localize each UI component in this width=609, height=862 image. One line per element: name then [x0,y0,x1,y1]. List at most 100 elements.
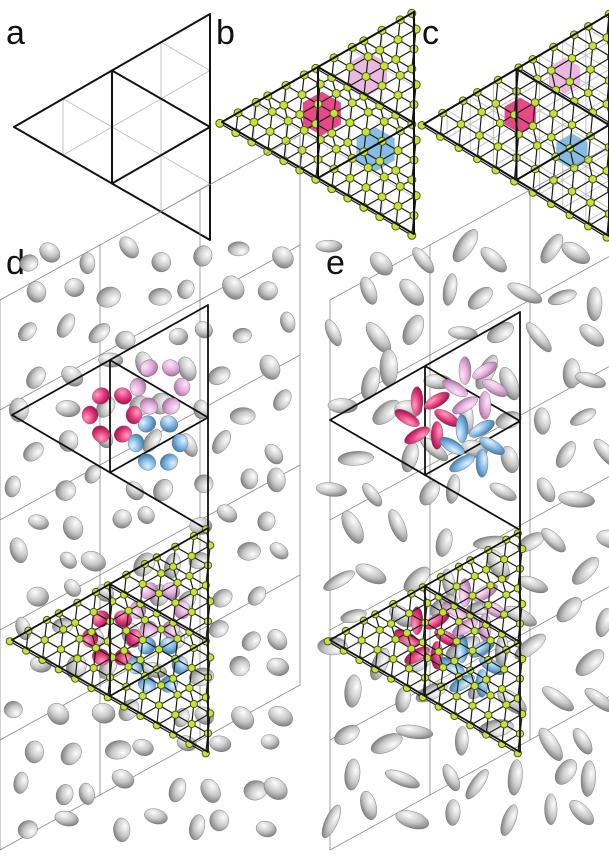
vertex-node [187,551,196,561]
blob [209,735,232,752]
vertex-node [265,127,275,136]
vertex-node [347,98,357,108]
blob [369,252,393,276]
vertex-node [124,606,133,615]
blob [344,674,362,708]
grid-line [539,152,609,195]
vertex-node [345,62,355,72]
vertex-node [495,118,505,128]
blob [489,482,517,501]
blob [127,433,145,453]
vertex-node [565,77,575,87]
vertex-node [379,61,389,71]
blob [257,511,276,532]
vertex-node [375,45,385,55]
vertex-node [299,125,309,135]
blob [514,633,546,660]
vertex-node [187,607,196,617]
blob [480,247,507,273]
blob [259,354,281,380]
vertex-node [547,66,556,75]
vertex-node [59,625,68,634]
blob [200,778,221,803]
blob [360,276,378,305]
blob [334,725,360,745]
blob [360,790,377,821]
blob [455,726,469,756]
vertex-node [171,710,180,719]
vertex-node [567,53,577,63]
vertex-node [343,137,353,147]
blob [446,474,461,504]
blob [23,442,44,462]
blob [232,327,252,344]
blob [467,286,493,310]
vertex-node [468,701,477,710]
blob [231,706,254,730]
blob [264,444,284,465]
blob [337,451,374,466]
blob [445,799,461,826]
blob [194,474,214,493]
vertex-node [407,644,416,653]
blob [435,528,453,557]
blob [61,365,83,387]
inner-triangle [424,585,521,697]
grid-line [62,70,211,156]
blob [119,236,139,259]
grid-line [160,41,211,71]
blob [160,415,178,433]
blob [384,769,420,789]
vertex-node [283,116,293,126]
blob [96,286,121,308]
blob [280,311,296,333]
vertex-node [185,683,194,693]
blob [138,415,156,433]
panel-c-vertex-network [417,9,609,242]
blob [595,608,609,637]
vertex-node [436,627,445,637]
vertex-node [140,615,149,625]
blob [24,740,44,764]
vertex-node [363,107,373,117]
vertex-node [157,569,166,578]
blob [47,703,70,725]
vertex-node [450,656,459,666]
lattice-line [329,696,609,851]
vertex-node [185,571,194,581]
vertex-node [187,719,196,729]
vertex-node [361,127,371,137]
blob [579,324,605,347]
vertex-node [486,581,495,590]
blob [580,760,596,797]
vertex-node [120,646,129,655]
vertex-node [154,589,164,598]
panel-label-a: a [6,14,25,52]
blob [541,686,574,712]
blob [138,453,156,471]
vertex-node [500,665,509,674]
blob [536,477,556,503]
vertex-node [395,70,405,80]
vertex-node [122,626,131,635]
blob [402,314,425,345]
vertex-node [405,609,414,618]
grid-line [585,207,609,223]
vertex-node [154,701,164,710]
vertex-node [169,674,178,683]
vertex-node [549,175,558,185]
blob [148,288,172,306]
vertex-node [377,192,387,202]
vertex-node [391,54,401,64]
blob [64,579,81,597]
vertex-node [393,35,403,45]
blob [424,391,450,410]
blob [266,657,289,676]
vertex-node [363,163,373,173]
vertex-node [329,108,339,118]
vertex-node [486,691,495,700]
vertex-node [493,142,503,151]
blob [168,328,188,346]
blob [212,589,233,608]
vertex-node [586,198,595,207]
